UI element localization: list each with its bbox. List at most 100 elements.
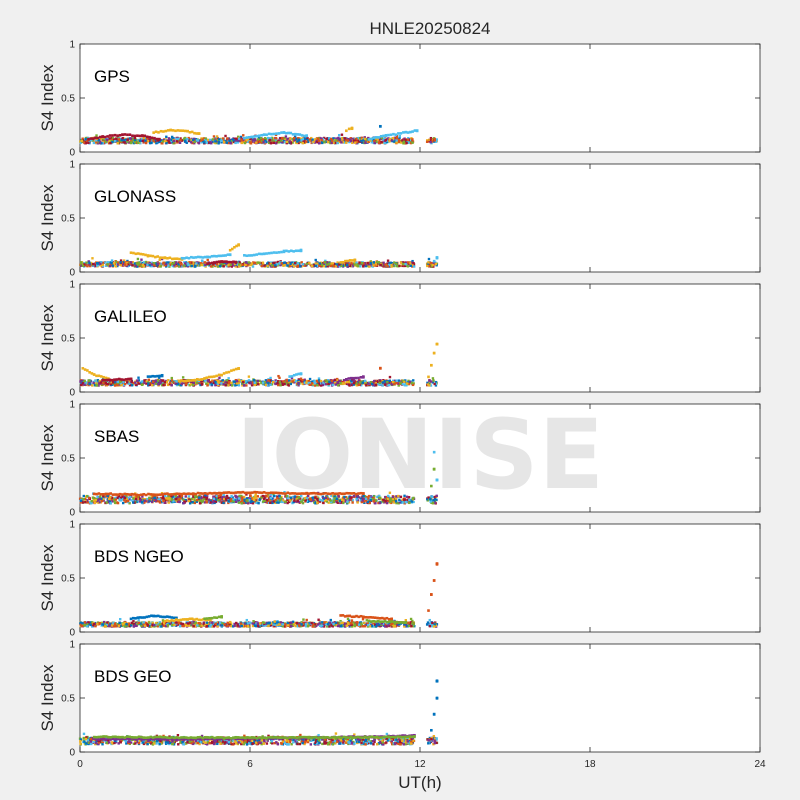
data-point [281,141,284,144]
data-point [350,379,353,383]
data-point [342,501,345,505]
data-point [272,491,275,495]
data-point [201,492,205,495]
data-point [317,142,321,145]
data-point [321,141,324,145]
data-point [406,138,409,142]
data-point [135,262,139,265]
data-point [314,492,318,495]
data-point [384,383,387,386]
data-point [353,258,357,262]
data-point [139,252,143,256]
data-point [200,141,203,144]
data-point [235,383,238,387]
data-point [268,499,272,503]
data-point [162,262,165,265]
data-point [122,140,125,144]
data-point [258,379,261,383]
data-point [205,382,208,385]
data-point [220,262,223,265]
data-point [372,261,375,264]
data-point [291,492,294,495]
data-point [264,383,268,387]
data-point [324,379,327,382]
data-point [170,262,174,266]
data-point [133,493,136,496]
data-point [382,139,385,142]
data-point [387,262,390,265]
data-point [182,502,185,505]
data-point [158,493,162,496]
data-point [380,136,383,140]
data-point [247,135,251,139]
data-point [298,495,301,499]
data-point [432,351,436,355]
data-point [262,141,265,144]
data-point [301,501,305,505]
data-point [379,367,382,370]
data-point [109,382,113,386]
data-point [356,263,359,266]
data-point [300,494,303,498]
data-point [409,264,413,268]
data-point [197,132,201,135]
data-point [80,261,83,264]
data-point [297,379,300,383]
data-point [219,498,222,501]
data-point [229,383,232,387]
data-point [123,138,126,142]
data-point [211,138,215,141]
data-point [357,383,361,386]
data-point [118,383,121,386]
data-point [341,264,345,267]
data-point [351,501,354,504]
data-point [133,134,137,138]
data-point [345,141,348,144]
data-point [279,491,282,495]
data-point [314,262,317,265]
data-point [168,496,172,499]
data-point [155,141,158,145]
data-point [190,138,193,142]
data-point [388,379,392,382]
data-point [326,380,329,383]
data-point [104,492,108,496]
data-point [427,496,430,499]
data-point [354,492,358,496]
data-point [247,137,250,141]
data-point [347,491,351,495]
data-point [403,137,406,140]
data-point [262,252,266,256]
data-point [251,265,255,268]
data-point [178,261,182,264]
data-point [283,136,286,140]
data-point [104,140,108,143]
data-point [123,137,126,140]
data-point [338,263,341,266]
data-point [126,259,129,263]
data-point [128,493,131,496]
data-point [289,381,292,384]
data-point [332,499,336,503]
data-point [255,141,258,144]
data-point [392,132,395,136]
data-point [230,369,233,372]
data-point [91,384,94,387]
data-point [189,492,193,496]
data-point [254,497,258,500]
data-point [115,501,119,504]
data-point [337,134,341,137]
data-point [177,500,181,503]
data-point [313,139,316,142]
data-point [166,256,169,260]
data-point [250,384,254,387]
data-point [324,491,327,495]
data-point [329,499,332,502]
data-point [221,379,225,382]
data-point [153,496,156,500]
data-point [114,380,118,384]
y-tick-label: 0.5 [61,94,75,105]
data-point [294,263,297,266]
data-point [211,501,215,504]
